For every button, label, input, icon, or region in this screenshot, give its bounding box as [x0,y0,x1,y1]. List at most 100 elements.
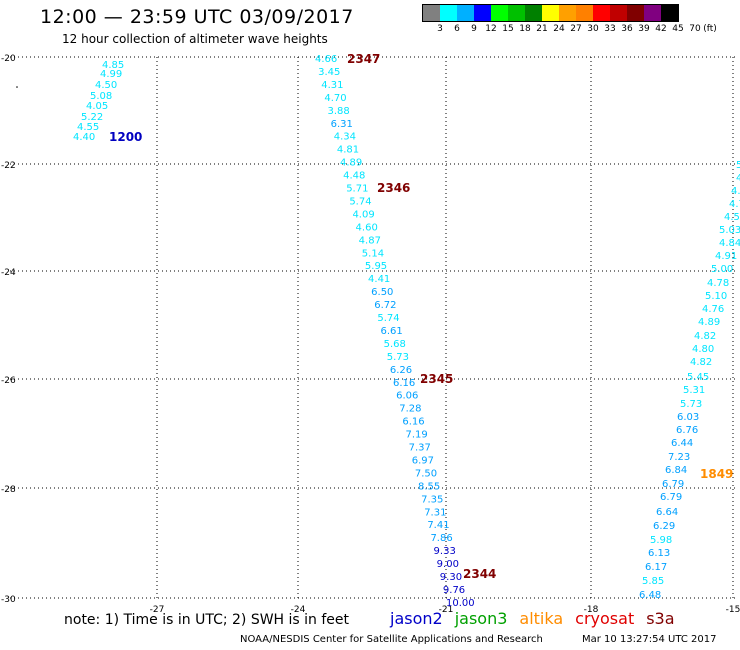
wave-value: 4.05 [86,101,108,112]
wave-value: 4.41 [368,274,390,285]
legend-swatch [559,5,576,21]
legend-swatch [542,5,559,21]
wave-value: 4.85 [102,60,124,71]
wave-value: 4.09 [352,209,374,220]
satellite-name-altika: altika [519,609,564,628]
legend-tick-label: 33 [604,24,616,34]
wave-value: 6.61 [381,326,403,337]
wave-value: 4.82 [690,357,712,368]
wave-value: 7.50 [415,468,437,479]
wave-value: 9.00 [437,559,459,570]
wave-value: 6.31 [331,119,353,130]
wave-value: 4.84 [719,238,740,249]
wave-value: 4.91 [715,251,737,262]
wave-value: 4.66 [315,54,337,65]
legend-unit: (ft) [703,24,717,34]
legend-swatch [525,5,542,21]
wave-value: 4.5 [724,212,740,223]
wave-value: 4.89 [340,158,362,169]
wave-value: 5.71 [346,184,368,195]
wave-value: 6.29 [653,521,675,532]
legend-swatch [457,5,474,21]
legend-swatch [423,5,440,21]
wave-value: 5.22 [81,112,103,123]
track-time-label: 2344 [463,567,496,581]
legend-swatch [576,5,593,21]
wave-value: 5.95 [365,261,387,272]
satellite-name-cryosat: cryosat [575,609,635,628]
wave-value: 6.79 [662,479,684,490]
wave-value: 5.03 [719,225,740,236]
wave-value: 4.9 [731,186,740,197]
legend-swatch [508,5,525,21]
wave-value: 5.10 [705,291,727,302]
timestamp-text: Mar 10 13:27:54 UTC 2017 [582,634,717,645]
lat-label: -22 [1,161,16,171]
legend-swatches [422,4,679,22]
legend-tick-label: 3 [437,24,443,34]
wave-value: 5.98 [650,535,672,546]
wave-value: 5.68 [384,339,406,350]
legend-tick-label: 18 [519,24,531,34]
wave-value: 5.45 [687,372,709,383]
wave-value: 6.26 [390,365,412,376]
footer-note: note: 1) Time is in UTC; 2) SWH is in fe… [64,612,350,628]
wave-value: 5.08 [90,91,112,102]
lat-label: -20 [1,54,16,64]
lat-label: -24 [1,268,16,278]
legend-tick-label: 15 [502,24,514,34]
track-time-label: 2346 [377,181,410,195]
map-dot [16,86,18,88]
legend-tick-label: 30 [587,24,599,34]
wave-value: 4.82 [694,331,716,342]
wave-value: 6.50 [371,287,393,298]
wave-value: 8.55 [418,481,440,492]
lon-label: -27 [150,605,165,615]
wave-value: 7.23 [668,452,690,463]
wave-value: 6.48 [639,590,661,601]
legend-tick-label: 70 [689,24,701,34]
lat-label: -30 [1,595,16,605]
wave-value: 6.76 [676,425,698,436]
page-subtitle: 12 hour collection of altimeter wave hei… [62,32,328,46]
lat-label: -28 [1,485,16,495]
wave-value: 6.13 [648,548,670,559]
wave-value: 7.86 [430,533,452,544]
wave-value: 6.17 [645,562,667,573]
wave-value: 4.48 [343,171,365,182]
wave-value: 6.16 [393,378,415,389]
legend-swatch [593,5,610,21]
track-time-label: 1200 [109,130,142,144]
wave-value: 7.35 [421,494,443,505]
wave-value: 4.87 [359,235,381,246]
legend-swatch [474,5,491,21]
wave-value: 9.30 [440,572,462,583]
wave-value: 5.00 [711,264,733,275]
wave-value: 7.41 [427,520,449,531]
wave-value: 6.64 [656,507,678,518]
legend-ticks: 3 6 9 12 15 18 21 24 27 30 33 36 39 42 45 70 (ft) [422,22,717,36]
legend-swatch [610,5,627,21]
legend-tick-label: 42 [655,24,667,34]
lon-label: -18 [584,605,599,615]
wave-value: 4.60 [356,222,378,233]
wave-value: 4.40 [73,132,95,143]
wave-value: 3.45 [318,67,340,78]
wave-value: 7.37 [409,443,431,454]
lat-label: -26 [1,376,16,386]
wave-value: 5.14 [362,248,384,259]
track-time-label: 1849 [700,467,733,481]
wave-value: 4.55 [77,122,99,133]
wave-value: 6.06 [396,391,418,402]
wave-value: 9.76 [443,585,465,596]
wave-value: 7.31 [424,507,446,518]
wave-value: 4.70 [324,93,346,104]
lon-label: -15 [726,605,740,615]
legend-tick-label: 36 [621,24,633,34]
wave-value: 5.73 [680,399,702,410]
legend-tick-label: 6 [454,24,460,34]
wave-value: 5.74 [377,313,399,324]
track-time-label: 2345 [420,372,453,386]
legend-swatch [644,5,661,21]
legend-swatch [491,5,508,21]
